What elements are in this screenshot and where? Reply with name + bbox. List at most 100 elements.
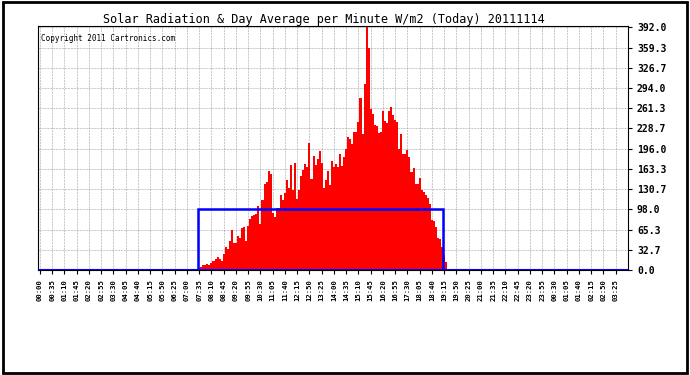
Bar — [439, 239, 441, 270]
Bar — [327, 171, 329, 270]
Bar — [323, 188, 325, 270]
Bar — [355, 132, 357, 270]
Bar — [380, 132, 382, 270]
Bar — [247, 226, 249, 270]
Bar — [390, 107, 392, 270]
Bar — [333, 167, 335, 270]
Bar — [315, 165, 317, 270]
Bar — [229, 241, 231, 270]
Bar — [443, 255, 445, 270]
Bar — [233, 243, 235, 270]
Bar — [423, 192, 425, 270]
Bar — [445, 262, 447, 270]
Bar — [376, 126, 378, 270]
Bar — [325, 180, 327, 270]
Bar — [219, 259, 221, 270]
Bar — [280, 195, 282, 270]
Bar — [372, 114, 374, 270]
Text: Solar Radiation & Day Average per Minute W/m2 (Today) 20111114: Solar Radiation & Day Average per Minute… — [104, 13, 545, 26]
Bar — [317, 159, 319, 270]
Bar — [241, 228, 243, 270]
Bar — [433, 222, 435, 270]
Bar — [213, 261, 215, 270]
Bar — [286, 180, 288, 270]
Bar — [404, 154, 406, 270]
Bar — [302, 170, 304, 270]
Bar — [339, 154, 341, 270]
Bar — [257, 206, 259, 270]
Bar — [386, 123, 388, 270]
Bar — [429, 204, 431, 270]
Bar — [223, 254, 225, 270]
Bar — [296, 199, 298, 270]
Bar — [408, 157, 411, 270]
Bar — [394, 120, 396, 270]
Text: Copyright 2011 Cartronics.com: Copyright 2011 Cartronics.com — [41, 34, 175, 43]
Bar — [435, 227, 437, 270]
Bar — [345, 149, 347, 270]
Bar — [366, 27, 368, 270]
Bar — [270, 174, 272, 270]
Bar — [359, 98, 362, 270]
Bar — [396, 122, 398, 270]
Bar — [237, 236, 239, 270]
Bar — [284, 194, 286, 270]
Bar — [425, 195, 427, 270]
Bar — [421, 190, 423, 270]
Bar — [343, 157, 345, 270]
Bar — [292, 190, 294, 270]
Bar — [382, 111, 384, 270]
Bar — [411, 172, 413, 270]
Bar — [253, 215, 255, 270]
Bar — [357, 122, 359, 270]
Bar — [276, 208, 278, 270]
Bar — [400, 134, 402, 270]
Bar — [259, 224, 262, 270]
Bar — [417, 184, 419, 270]
Bar — [313, 156, 315, 270]
Bar — [406, 150, 408, 270]
Bar — [243, 227, 245, 270]
Bar — [204, 265, 206, 270]
Bar — [384, 121, 386, 270]
Bar — [337, 167, 339, 270]
Bar — [415, 184, 417, 270]
Bar — [290, 165, 292, 270]
Bar — [278, 207, 280, 270]
Bar — [300, 176, 302, 270]
Bar — [227, 249, 229, 270]
Bar — [321, 163, 323, 270]
Bar — [231, 230, 233, 270]
Bar — [208, 265, 210, 270]
Bar — [251, 216, 253, 270]
Bar — [196, 269, 198, 270]
Bar — [441, 247, 443, 270]
Bar — [331, 160, 333, 270]
Bar — [249, 219, 251, 270]
Bar — [388, 111, 390, 270]
Bar — [347, 136, 349, 270]
Bar — [200, 267, 202, 270]
Bar — [221, 261, 223, 270]
Bar — [310, 179, 313, 270]
Bar — [294, 163, 296, 270]
Bar — [349, 139, 351, 270]
Bar — [255, 214, 257, 270]
Bar — [362, 134, 364, 270]
Bar — [225, 247, 227, 270]
Bar — [392, 115, 394, 270]
Bar — [210, 263, 213, 270]
Bar — [341, 166, 343, 270]
Bar — [427, 198, 429, 270]
Bar — [370, 109, 372, 270]
Bar — [398, 149, 400, 270]
Bar — [431, 220, 433, 270]
Bar — [288, 188, 290, 270]
Bar — [319, 151, 321, 270]
Bar — [364, 84, 366, 270]
Bar — [198, 268, 200, 270]
Bar — [368, 48, 370, 270]
Bar — [272, 213, 274, 270]
Bar — [239, 238, 241, 270]
Bar — [262, 200, 264, 270]
